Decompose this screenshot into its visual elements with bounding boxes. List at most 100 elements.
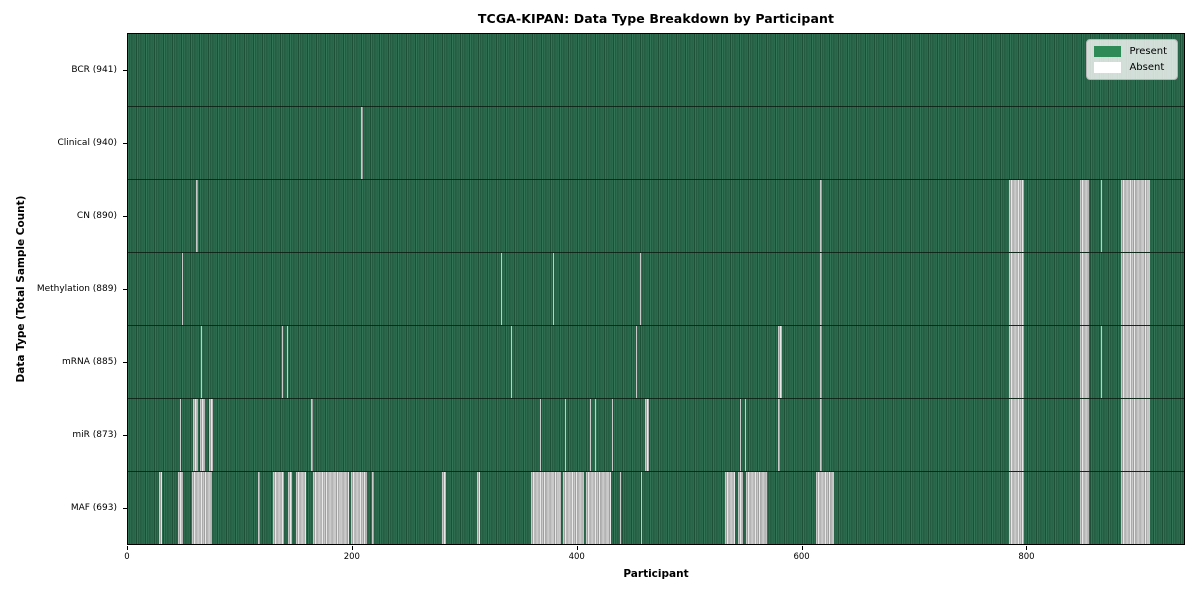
absent-block [196, 180, 198, 252]
y-tick-label-mir: miR (873) [72, 430, 117, 441]
x-axis-ticks: 0 200 400 600 800 [124, 546, 1185, 572]
absent-block [477, 472, 481, 544]
absent-block [159, 472, 162, 544]
legend-present-label: Present [1129, 46, 1167, 57]
y-tick-mark [123, 435, 127, 437]
absent-block [296, 472, 307, 544]
y-tick-label-methylation: Methylation (889) [36, 284, 117, 294]
absent-block [287, 326, 289, 398]
legend-item-present: Present [1094, 46, 1167, 57]
absent-block [553, 253, 555, 325]
absent-block [178, 472, 183, 544]
absent-block [564, 399, 566, 471]
x-tick-label-200: 200 [343, 552, 360, 562]
plot-rows [128, 34, 1184, 544]
absent-block [181, 253, 183, 325]
y-tick-mark [123, 508, 127, 510]
y-tick-mark [123, 142, 127, 144]
row-mrna [128, 326, 1184, 399]
row-maf [128, 472, 1184, 544]
absent-block [746, 472, 767, 544]
x-tick-label-600: 600 [793, 552, 810, 562]
absent-block [1079, 326, 1089, 398]
absent-block [611, 399, 613, 471]
absent-block [639, 253, 641, 325]
y-tick-label-maf: MAF (693) [70, 503, 117, 514]
y-tick-label-bcr: BCR (941) [71, 64, 117, 75]
absent-block [199, 399, 206, 471]
absent-block [1008, 253, 1024, 325]
chart-title: TCGA-KIPAN: Data Type Breakdown by Parti… [477, 11, 835, 26]
y-tick-mark [123, 69, 127, 71]
absent-block [1121, 472, 1151, 544]
row-mir [128, 399, 1184, 472]
absent-block [371, 472, 374, 544]
row-clinical [128, 107, 1184, 180]
absent-block [1121, 253, 1151, 325]
absent-block [1121, 326, 1151, 398]
x-tick-mark [127, 546, 128, 550]
row-bcr [128, 34, 1184, 107]
absent-block [191, 472, 213, 544]
legend-absent-label: Absent [1129, 62, 1165, 73]
absent-block [820, 180, 822, 252]
absent-block [745, 399, 747, 471]
absent-block [510, 326, 512, 398]
absent-block [193, 399, 198, 471]
absent-block [585, 472, 611, 544]
absent-block [310, 399, 314, 471]
absent-block [1100, 326, 1103, 398]
absent-block [1121, 399, 1151, 471]
absent-block [200, 326, 203, 398]
absent-block [590, 399, 592, 471]
absent-block [530, 472, 562, 544]
y-tick-mark [123, 289, 127, 290]
row-cn [128, 180, 1184, 253]
absent-block [636, 326, 638, 398]
absent-block [820, 399, 822, 471]
x-axis-label: Participant [623, 568, 689, 580]
absent-block [725, 472, 736, 544]
absent-block [1008, 472, 1024, 544]
absent-block [777, 326, 783, 398]
absent-block [820, 326, 822, 398]
absent-block [288, 472, 292, 544]
absent-block [739, 399, 741, 471]
absent-block [619, 472, 621, 544]
y-tick-label-clinical: Clinical (940) [57, 137, 117, 148]
absent-block [640, 472, 642, 544]
absent-block [1008, 399, 1024, 471]
y-tick-label-mrna: mRNA (885) [62, 357, 117, 368]
absent-block [1079, 180, 1089, 252]
absent-block [1100, 180, 1103, 252]
absent-block [563, 472, 584, 544]
absent-block [1079, 472, 1089, 544]
absent-block [539, 399, 541, 471]
x-tick-mark [576, 546, 578, 550]
absent-block [815, 472, 834, 544]
y-tick-label-cn: CN (890) [76, 210, 117, 221]
absent-block [1079, 399, 1089, 471]
absent-block [1008, 326, 1024, 398]
absent-swatch-icon [1094, 62, 1122, 73]
absent-block [1008, 180, 1024, 252]
absent-block [208, 399, 214, 471]
x-tick-label-400: 400 [568, 552, 585, 562]
x-tick-mark [1026, 546, 1028, 550]
absent-block [645, 399, 649, 471]
absent-block [258, 472, 261, 544]
absent-block [777, 399, 780, 471]
absent-block [442, 472, 446, 544]
legend-item-absent: Absent [1094, 62, 1167, 73]
absent-block [281, 326, 283, 398]
x-tick-label-800: 800 [1018, 552, 1035, 562]
absent-block [820, 253, 822, 325]
plot-area: Present Absent [127, 33, 1185, 545]
legend: Present Absent [1086, 39, 1178, 80]
y-tick-mark [123, 215, 127, 217]
x-tick-mark [351, 546, 353, 550]
absent-block [272, 472, 284, 544]
absent-block [500, 253, 502, 325]
absent-block [594, 399, 596, 471]
